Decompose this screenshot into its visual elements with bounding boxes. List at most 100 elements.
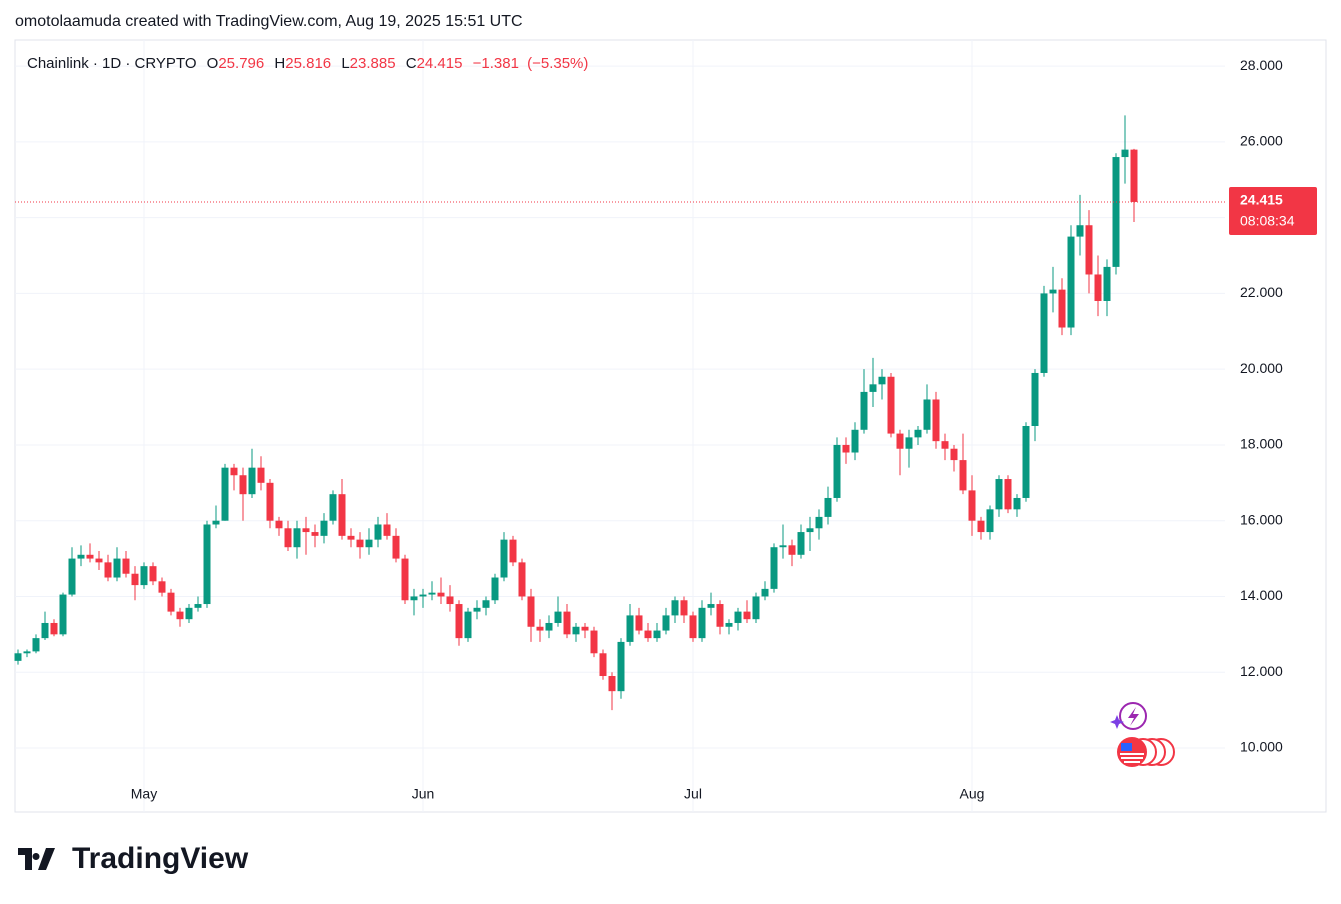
legend-change: −1.381 [473,55,519,72]
candle-body [788,545,796,555]
icon [1121,743,1132,751]
candle-body [230,467,238,476]
logo: TradingView [18,842,249,875]
candle-body [401,558,409,601]
candle-body [986,509,994,533]
x-tick-label: May [131,786,157,802]
candle-body [653,630,661,639]
candle-body [23,651,31,654]
last-price-box [1229,186,1317,235]
candle-body [221,467,229,521]
candle-body [1103,266,1111,301]
candle-body [1076,225,1084,237]
candle-body [131,573,139,586]
candle-body [1067,236,1075,328]
candle-body [878,376,886,385]
legend-label: H [274,55,285,72]
candle-body [689,615,697,639]
candle-body [437,592,445,597]
candle-body [1094,274,1102,301]
candle-body [14,653,22,661]
icon [1120,753,1144,763]
icon [1110,715,1124,729]
candle-body [140,566,148,586]
candle-body [248,467,256,495]
candle-body [419,594,427,597]
icon [1128,707,1139,726]
candle-body [959,460,967,491]
candle-body [806,528,814,533]
candle-body [536,626,544,631]
candle-body [662,615,670,631]
candle-body [149,566,157,582]
candle-body [410,596,418,601]
candle-body [968,490,976,521]
candle-body [59,594,67,635]
candle-body [338,494,346,536]
candle-body [572,626,580,635]
candle-body [293,528,301,548]
candle-body [608,676,616,692]
candle-body [284,528,292,548]
candle-body [491,577,499,601]
candle-body [302,528,310,533]
candle-body [590,630,598,654]
candle-body [329,494,337,521]
candle-body [428,592,436,595]
candle-body [644,630,652,639]
candle-body [1058,289,1066,328]
candle-body [203,524,211,605]
candle-body [923,399,931,430]
candle-body [815,516,823,529]
candle-body [563,611,571,635]
candle-body [104,562,112,578]
candle-body [275,520,283,529]
candle-body [824,497,832,517]
candle-body [122,558,130,574]
legend-label: L [341,55,349,72]
event-icons[interactable] [1110,702,1175,767]
candle-body [896,433,904,449]
candle-body [716,604,724,627]
candle-body [194,604,202,608]
candle-body [266,482,274,521]
candle-body [113,558,121,578]
candle-body [50,622,58,635]
candle-body [383,524,391,536]
chart-header: Chainlink · 1D · CRYPTO O25.796 H25.816 … [27,55,588,72]
candle-body [752,596,760,620]
candle-body [185,607,193,620]
candle-body [32,638,40,652]
candle-body [743,611,751,620]
candle-body [356,539,364,548]
candle-body [518,562,526,597]
candle-body [851,429,859,453]
candle-body [995,479,1003,510]
y-tick-label: 26.000 [1240,133,1283,149]
candle-body [581,626,589,631]
candle-body [1004,479,1012,510]
candle-body [860,391,868,430]
y-tick-label: 10.000 [1240,739,1283,755]
legend-value: 25.796 [218,55,264,72]
candle-body [554,611,562,623]
candle-body [374,524,382,540]
candle-body [698,607,706,639]
candle-body [1040,293,1048,373]
candle-body [545,622,553,631]
candle-body [1049,289,1057,294]
candle-body [770,547,778,589]
candle-body [95,558,103,563]
candle-body [1022,426,1030,498]
y-tick-label: 28.000 [1240,57,1283,73]
x-tick-label: Jun [412,786,435,802]
y-tick-label: 12.000 [1240,663,1283,679]
attribution: omotolaamuda created with TradingView.co… [15,13,523,30]
countdown-label: 08:08:34 [1240,213,1295,229]
candle-body [977,520,985,533]
y-tick-label: 22.000 [1240,284,1283,300]
candle-body [500,539,508,578]
candle-body [707,604,715,608]
candle-body [761,588,769,597]
